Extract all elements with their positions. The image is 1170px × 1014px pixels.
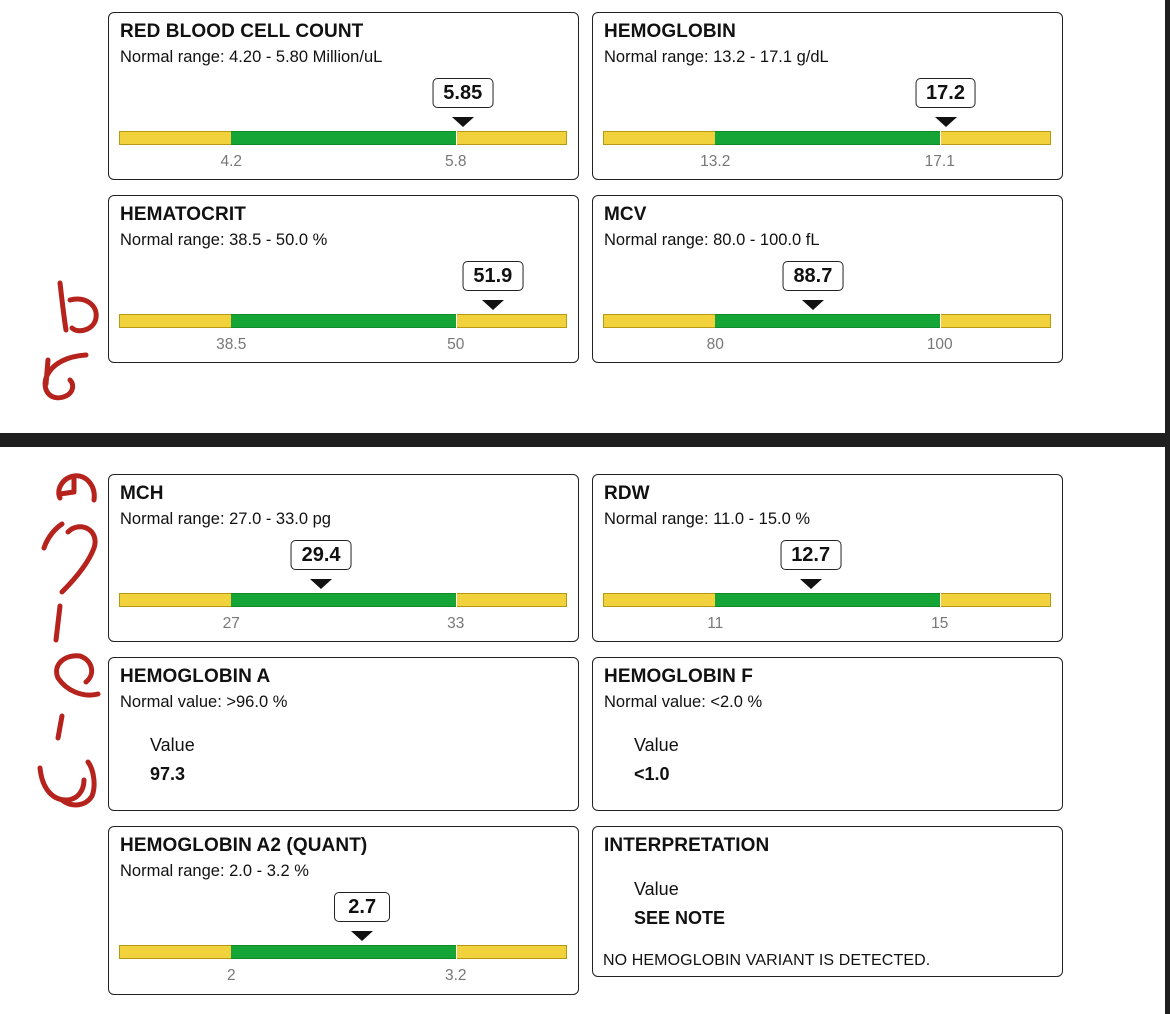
tick-label-high: 5.8 <box>444 153 467 170</box>
rdw-card: RDW Normal range: 11.0 - 15.0 % 12.7 11 … <box>592 474 1063 642</box>
above-range-segment <box>456 945 567 959</box>
range-gauge <box>603 314 1052 328</box>
above-range-segment <box>456 131 567 145</box>
normal-range: Normal range: 11.0 - 15.0 % <box>604 510 811 528</box>
range-gauge <box>119 945 568 959</box>
range-gauge <box>603 131 1052 145</box>
above-range-segment <box>940 131 1051 145</box>
value-badge: 51.9 <box>462 261 524 291</box>
below-range-segment <box>119 314 232 328</box>
result-value: <1.0 <box>634 764 670 784</box>
normal-range: Normal range: 27.0 - 33.0 pg <box>120 510 331 528</box>
triangle-down-icon <box>801 300 824 310</box>
value-label: Value <box>634 735 679 755</box>
hematocrit-card: HEMATOCRIT Normal range: 38.5 - 50.0 % 5… <box>108 195 579 363</box>
tick-label-low: 11 <box>707 615 724 632</box>
tick-label-low: 4.2 <box>220 153 243 170</box>
page-divider <box>0 433 1170 447</box>
result-value: SEE NOTE <box>634 908 726 928</box>
report-page-top: RED BLOOD CELL COUNT Normal range: 4.20 … <box>0 0 1165 433</box>
tick-label-low: 2 <box>226 967 236 984</box>
card-title: HEMATOCRIT <box>120 204 246 225</box>
range-gauge <box>603 593 1052 607</box>
tick-label-high: 17.1 <box>924 153 955 170</box>
normal-range-segment <box>715 314 940 328</box>
normal-range: Normal range: 80.0 - 100.0 fL <box>604 231 820 249</box>
value-badge: 2.7 <box>334 892 391 922</box>
hemoglobin-a-card: HEMOGLOBIN A Normal value: >96.0 % Value… <box>108 657 579 811</box>
report-page-bottom: MCH Normal range: 27.0 - 33.0 pg 29.4 27… <box>0 447 1165 1014</box>
mch-card: MCH Normal range: 27.0 - 33.0 pg 29.4 27… <box>108 474 579 642</box>
rbc-count-card: RED BLOOD CELL COUNT Normal range: 4.20 … <box>108 12 579 180</box>
value-badge: 5.85 <box>432 78 494 108</box>
below-range-segment <box>603 593 716 607</box>
below-range-segment <box>119 593 232 607</box>
card-title: HEMOGLOBIN A2 (QUANT) <box>120 835 368 856</box>
interpretation-card: INTERPRETATION Value SEE NOTE NO HEMOGLO… <box>592 826 1063 977</box>
normal-range-segment <box>231 945 456 959</box>
range-gauge <box>119 131 568 145</box>
normal-range-segment <box>715 593 940 607</box>
normal-range: Normal range: 13.2 - 17.1 g/dL <box>604 48 829 66</box>
triangle-down-icon <box>451 117 474 127</box>
value-badge: 88.7 <box>782 261 844 291</box>
tick-label-low: 13.2 <box>700 153 731 170</box>
mcv-card: MCV Normal range: 80.0 - 100.0 fL 88.7 8… <box>592 195 1063 363</box>
normal-value: Normal value: <2.0 % <box>604 693 763 711</box>
value-badge: 17.2 <box>915 78 976 108</box>
hemoglobin-card: HEMOGLOBIN Normal range: 13.2 - 17.1 g/d… <box>592 12 1063 180</box>
hemoglobin-f-card: HEMOGLOBIN F Normal value: <2.0 % Value … <box>592 657 1063 811</box>
card-title: MCH <box>120 483 164 504</box>
tick-label-high: 50 <box>447 336 465 353</box>
card-title: RDW <box>604 483 650 504</box>
triangle-down-icon <box>799 579 822 589</box>
normal-range-segment <box>715 131 940 145</box>
result-value: 97.3 <box>150 764 186 784</box>
below-range-segment <box>119 131 232 145</box>
card-title: RED BLOOD CELL COUNT <box>120 21 364 42</box>
above-range-segment <box>456 314 567 328</box>
normal-range-segment <box>231 131 456 145</box>
tick-label-high: 100 <box>926 336 953 353</box>
normal-range: Normal range: 4.20 - 5.80 Million/uL <box>120 48 383 66</box>
normal-range: Normal range: 2.0 - 3.2 % <box>120 862 309 880</box>
normal-range-segment <box>231 314 456 328</box>
tick-label-low: 80 <box>706 336 724 353</box>
card-title: INTERPRETATION <box>604 835 770 856</box>
below-range-segment <box>603 314 716 328</box>
card-title: HEMOGLOBIN F <box>604 666 753 687</box>
triangle-down-icon <box>481 300 504 310</box>
below-range-segment <box>603 131 716 145</box>
tick-label-low: 27 <box>222 615 240 632</box>
value-label: Value <box>150 735 195 755</box>
window-edge <box>1165 0 1170 1014</box>
range-gauge <box>119 593 568 607</box>
triangle-down-icon <box>310 579 333 589</box>
tick-label-high: 15 <box>931 615 949 632</box>
value-badge: 29.4 <box>290 540 352 570</box>
tick-label-high: 33 <box>447 615 465 632</box>
normal-range-segment <box>231 593 456 607</box>
value-label: Value <box>634 879 679 899</box>
value-badge: 12.7 <box>780 540 842 570</box>
card-title: MCV <box>604 204 647 225</box>
below-range-segment <box>119 945 232 959</box>
interpretation-note: NO HEMOGLOBIN VARIANT IS DETECTED. <box>603 952 931 969</box>
range-gauge <box>119 314 568 328</box>
above-range-segment <box>456 593 567 607</box>
hemoglobin-a2-card: HEMOGLOBIN A2 (QUANT) Normal range: 2.0 … <box>108 826 579 995</box>
card-title: HEMOGLOBIN <box>604 21 736 42</box>
normal-value: Normal value: >96.0 % <box>120 693 288 711</box>
above-range-segment <box>940 314 1051 328</box>
triangle-down-icon <box>934 117 957 127</box>
above-range-segment <box>940 593 1051 607</box>
tick-label-low: 38.5 <box>216 336 247 353</box>
card-title: HEMOGLOBIN A <box>120 666 271 687</box>
triangle-down-icon <box>351 931 374 941</box>
normal-range: Normal range: 38.5 - 50.0 % <box>120 231 328 249</box>
tick-label-high: 3.2 <box>444 967 467 984</box>
